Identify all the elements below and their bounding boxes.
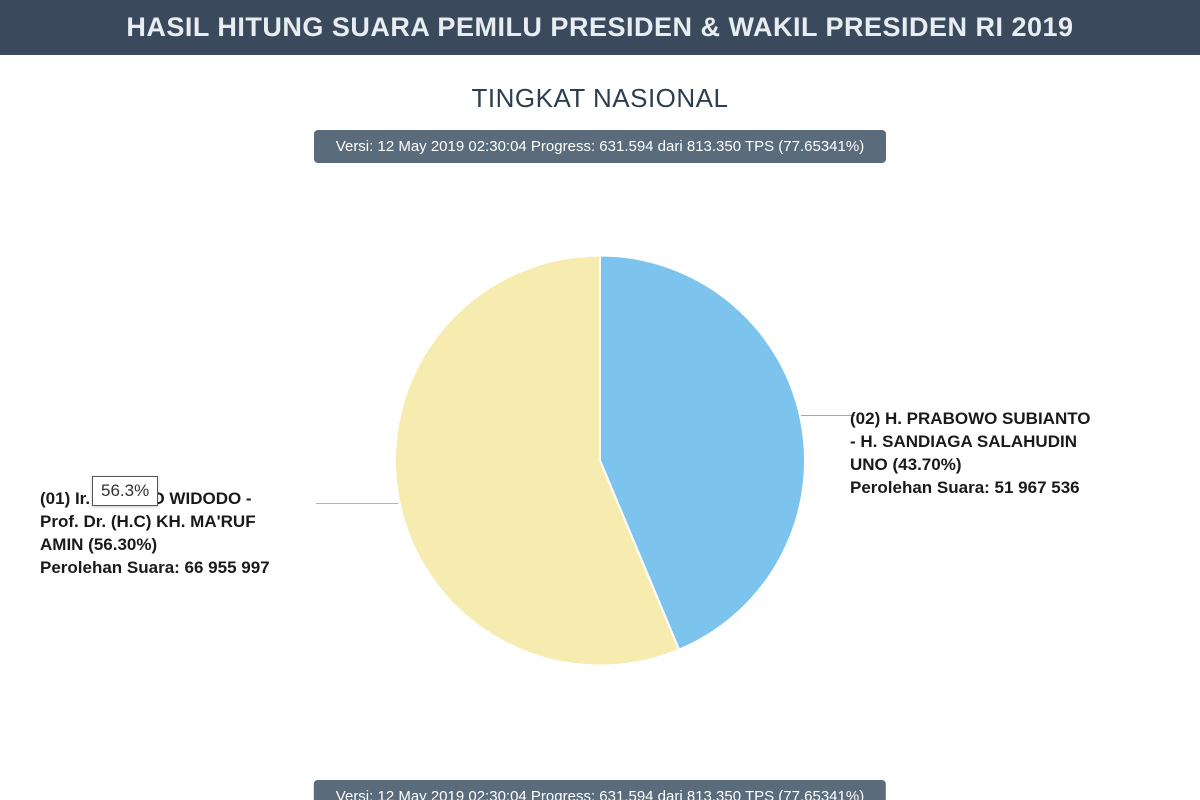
progress-badge: Versi: 12 May 2019 02:30:04 Progress: 63… [314, 130, 886, 163]
pie-tooltip: 56.3% [92, 476, 158, 506]
label-candidate-02: (02) H. PRABOWO SUBIANTO - H. SANDIAGA S… [850, 408, 1130, 500]
label-line: AMIN (56.30%) [40, 534, 320, 557]
chart-area: (01) Ir. H. JOKO WIDODO - Prof. Dr. (H.C… [0, 183, 1200, 743]
pie-chart [390, 251, 810, 676]
label-line: UNO (43.70%) [850, 454, 1130, 477]
label-line: Prof. Dr. (H.C) KH. MA'RUF [40, 511, 320, 534]
votes-line: Perolehan Suara: 66 955 997 [40, 557, 320, 580]
label-line: (01) Ir. H. JOKO WIDODO - [40, 488, 320, 511]
label-line: (02) H. PRABOWO SUBIANTO [850, 408, 1130, 431]
subtitle: TINGKAT NASIONAL [0, 83, 1200, 114]
votes-line: Perolehan Suara: 51 967 536 [850, 477, 1130, 500]
label-line: - H. SANDIAGA SALAHUDIN [850, 431, 1130, 454]
label-candidate-01: (01) Ir. H. JOKO WIDODO - Prof. Dr. (H.C… [40, 488, 320, 580]
header-title: HASIL HITUNG SUARA PEMILU PRESIDEN & WAK… [0, 0, 1200, 55]
progress-badge-bottom: Versi: 12 May 2019 02:30:04 Progress: 63… [314, 780, 886, 800]
